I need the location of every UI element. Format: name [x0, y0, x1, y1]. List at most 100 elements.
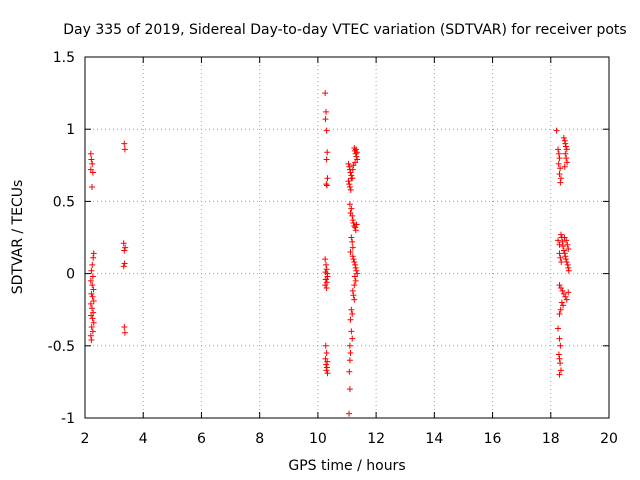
- data-point: [556, 170, 563, 177]
- data-points: [87, 90, 572, 417]
- data-point: [87, 150, 94, 157]
- data-point: [324, 149, 331, 156]
- data-point: [349, 253, 356, 260]
- data-point: [348, 234, 355, 241]
- data-point: [323, 364, 330, 371]
- data-point: [557, 179, 564, 186]
- data-point: [556, 155, 563, 162]
- data-point: [89, 160, 96, 167]
- data-point: [557, 367, 564, 374]
- data-point: [345, 178, 352, 185]
- data-point: [348, 328, 355, 335]
- data-point: [346, 183, 353, 190]
- axis-ticks: [84, 56, 610, 419]
- data-point: [555, 146, 562, 153]
- data-point: [562, 256, 569, 263]
- data-point: [120, 240, 127, 247]
- plot-frame: [84, 56, 610, 419]
- data-point: [346, 201, 353, 208]
- data-point: [563, 259, 570, 266]
- data-point: [564, 159, 571, 166]
- data-point: [323, 182, 330, 189]
- data-point: [322, 342, 329, 349]
- data-point: [353, 267, 360, 274]
- data-point: [561, 137, 568, 144]
- data-point: [565, 264, 572, 271]
- data-point: [351, 259, 358, 266]
- data-point: [89, 282, 96, 289]
- data-point: [323, 276, 330, 283]
- data-point: [346, 181, 353, 188]
- data-point: [557, 175, 564, 182]
- data-point: [89, 328, 96, 335]
- data-point: [87, 277, 94, 284]
- data-point: [352, 261, 359, 268]
- data-point: [565, 289, 572, 296]
- data-point: [122, 244, 129, 251]
- data-point: [347, 248, 354, 255]
- data-point: [346, 163, 353, 170]
- y-tick-label: 1.5: [53, 50, 75, 66]
- x-axis-label: GPS time / hours: [288, 458, 405, 474]
- data-point: [556, 250, 563, 257]
- data-point: [323, 127, 330, 134]
- x-tick-label: 20: [600, 431, 618, 447]
- data-point: [560, 247, 567, 254]
- data-point: [347, 186, 354, 193]
- data-point: [348, 205, 355, 212]
- data-point: [349, 166, 356, 173]
- x-tick-label: 8: [255, 431, 264, 447]
- data-point: [87, 300, 94, 307]
- data-point: [87, 332, 94, 339]
- data-point: [121, 260, 128, 267]
- data-point: [348, 175, 355, 182]
- data-point: [121, 140, 128, 147]
- y-tick-label: 0.5: [53, 194, 75, 210]
- data-point: [562, 293, 569, 300]
- data-point: [350, 292, 357, 299]
- data-point: [323, 108, 330, 115]
- data-point: [559, 238, 566, 245]
- data-point: [349, 244, 356, 251]
- data-point: [347, 316, 354, 323]
- data-point: [557, 231, 564, 238]
- data-point: [121, 146, 128, 153]
- data-point: [89, 315, 96, 322]
- data-point: [88, 324, 95, 331]
- data-point: [348, 306, 355, 313]
- data-point: [323, 367, 330, 374]
- data-point: [88, 337, 95, 344]
- data-point: [553, 127, 560, 134]
- y-tick-label: -0.5: [48, 339, 75, 355]
- data-point: [353, 149, 360, 156]
- data-point: [556, 311, 563, 318]
- x-tick-label: 18: [542, 431, 560, 447]
- data-point: [350, 220, 357, 227]
- data-point: [349, 238, 356, 245]
- data-point: [346, 342, 353, 349]
- data-point: [322, 90, 329, 97]
- data-point: [121, 329, 128, 336]
- data-point: [352, 227, 359, 234]
- data-point: [560, 302, 567, 309]
- data-point: [121, 324, 128, 331]
- data-point: [561, 163, 568, 170]
- data-point: [558, 299, 565, 306]
- data-point: [88, 183, 95, 190]
- data-point: [565, 267, 572, 274]
- data-point: [562, 150, 569, 157]
- data-point: [350, 256, 357, 263]
- data-point: [560, 290, 567, 297]
- data-point: [88, 312, 95, 319]
- data-point: [559, 287, 566, 294]
- data-point: [352, 224, 359, 231]
- data-point: [347, 350, 354, 357]
- data-point: [346, 357, 353, 364]
- data-point: [555, 160, 562, 167]
- data-point: [323, 156, 330, 163]
- data-point: [346, 368, 353, 375]
- data-point: [323, 350, 330, 357]
- data-point: [349, 212, 356, 219]
- data-point: [322, 256, 329, 263]
- data-point: [561, 250, 568, 257]
